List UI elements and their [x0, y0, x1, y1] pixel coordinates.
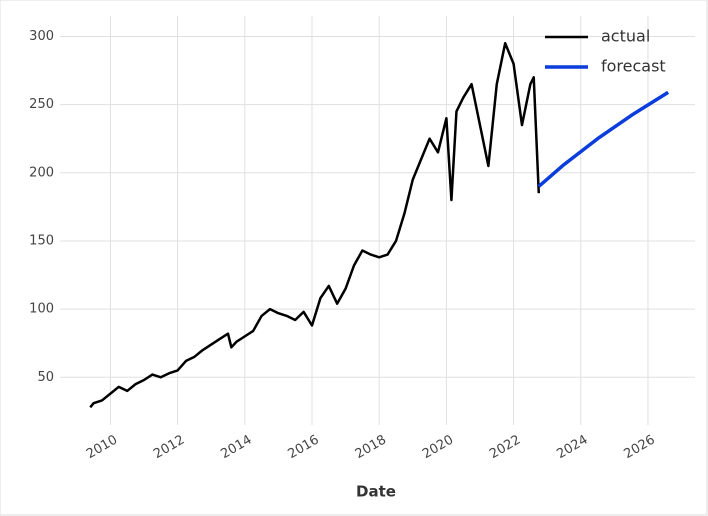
- y-tick-label: 100: [29, 302, 54, 317]
- lines: [89, 42, 670, 409]
- grid: [60, 16, 695, 425]
- y-tick-label: 50: [37, 370, 54, 385]
- y-tick-label: 250: [29, 97, 54, 112]
- line: [89, 42, 541, 409]
- y-tick-label: 300: [29, 29, 54, 44]
- line: [537, 90, 670, 188]
- y-tick-label: 200: [29, 165, 54, 180]
- y-tick-label: 150: [29, 233, 54, 248]
- x-axis-label: Date: [356, 483, 396, 501]
- legend-label: actual: [601, 27, 650, 46]
- legend-label: forecast: [601, 57, 666, 76]
